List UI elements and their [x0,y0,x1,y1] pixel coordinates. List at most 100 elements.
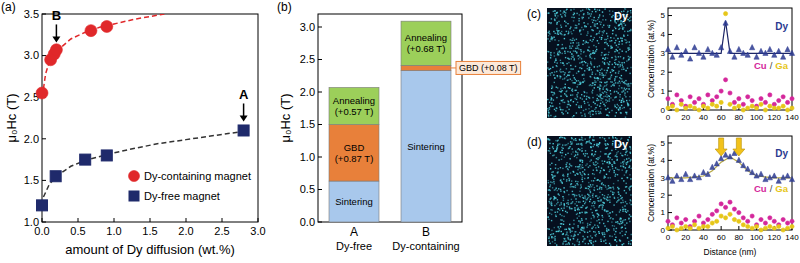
atom-dot [614,80,615,81]
atom-dot [601,189,602,190]
atom-dot [554,39,555,40]
atom-dot [594,103,595,104]
atom-dot [604,234,605,235]
atom-dot [557,53,558,54]
atom-dot [619,49,620,50]
atom-dot [566,233,567,234]
atom-dot [597,179,598,180]
y-tick-label: 5 [661,11,666,20]
atom-dot [584,61,585,62]
atom-dot [604,138,605,139]
bar-label: Annealing(+0.57 T) [333,95,375,117]
atom-dot [575,185,576,186]
atom-dot [578,80,579,81]
atom-dot [560,152,561,153]
atom-dot [594,58,595,59]
atom-dot [574,77,575,78]
atom-dot [593,45,594,46]
atom-dot [609,202,610,203]
atom-dot [580,172,581,173]
atom-dot [579,67,580,68]
atom-dot [593,217,594,218]
atom-dot [584,195,585,196]
atom-dot [591,147,592,148]
atom-dot [619,28,620,29]
atom-dot [620,218,621,219]
atom-dot [572,94,573,95]
atom-dot [596,169,597,170]
atom-dot [548,238,549,239]
y-tick-label: 3 [661,49,666,58]
legend-marker [129,171,140,182]
atom-dot [594,66,595,67]
atom-dot [570,43,571,44]
atom-dot [564,74,565,75]
atom-dot [609,196,610,197]
atom-dot [559,137,560,138]
atom-dot [569,229,570,230]
atom-dot [626,51,627,52]
atom-dot [557,32,558,33]
atom-dot [599,31,600,32]
atom-dot [579,139,580,140]
data-point [688,95,692,99]
atom-dot [580,49,581,50]
atom-dot [606,148,607,149]
atom-dot [624,88,625,89]
atom-dot [599,187,600,188]
atom-dot [556,23,557,24]
atom-dot [615,115,616,116]
data-point [763,108,767,112]
atom-dot [609,169,610,170]
atom-dot [590,113,591,114]
atom-dot [615,64,616,65]
atom-dot [604,54,605,55]
atom-dot [604,54,605,55]
atom-dot [549,41,550,42]
atom-dot [549,143,550,144]
atom-dot [607,221,608,222]
data-point [710,102,714,106]
atom-dot [613,204,614,205]
atom-dot [548,116,549,117]
data-point [705,46,710,51]
atom-dot [585,41,586,42]
atom-dot [580,82,581,83]
data-point [737,97,741,101]
atom-dot [551,163,552,164]
atom-dot [598,206,599,207]
atom-dot [618,44,619,45]
data-point [697,108,701,112]
atom-dot [624,81,625,82]
atom-dot [577,86,578,87]
atom-dot [569,180,570,181]
atom-dot [575,174,576,175]
atom-dot [627,47,628,48]
atom-dot [559,230,560,231]
y-tick [318,222,322,223]
atom-dot [625,83,626,84]
atom-dot [550,164,551,165]
atom-dot [577,45,578,46]
atom-dot [562,62,563,63]
atom-dot [607,108,608,109]
atom-dot [592,72,593,73]
atom-dot [566,203,567,204]
atom-dot [608,194,609,195]
atom-dot [597,87,598,88]
atom-dot [577,149,578,150]
category-note: Dy-free [336,240,372,252]
atom-dot [615,175,616,176]
atom-dot [581,218,582,219]
atom-dot [589,136,590,137]
data-point [746,95,750,99]
atom-dot [583,40,584,41]
atom-dot [600,70,601,71]
atom-dot [563,238,564,239]
atom-dot [568,143,569,144]
atom-dot [586,188,587,189]
atom-dot [579,57,580,58]
atom-dot [588,177,589,178]
atom-dot [606,81,607,82]
atom-dot [554,19,555,20]
